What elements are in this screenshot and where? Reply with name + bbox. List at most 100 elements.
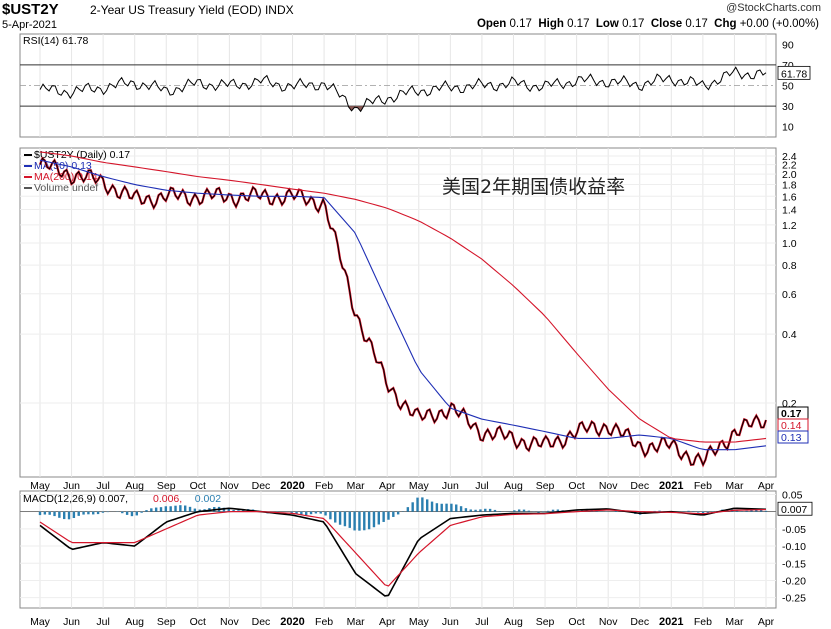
macd-hist-bar bbox=[551, 509, 555, 512]
x-tick-label: Oct bbox=[568, 616, 584, 628]
macd-hist-bar bbox=[517, 509, 521, 512]
price-series-1 bbox=[39, 159, 767, 451]
macd-hist-bar bbox=[43, 511, 47, 515]
x-tick-label: Feb bbox=[694, 616, 712, 628]
watermark: @StockCharts.com bbox=[726, 2, 821, 14]
price-y-tick: 1.2 bbox=[782, 220, 797, 232]
macd-hist-bar bbox=[493, 509, 497, 512]
x-tick-label: Sep bbox=[536, 480, 555, 492]
macd-hist-bar bbox=[198, 509, 201, 512]
macd-hist-bar bbox=[319, 511, 322, 514]
price-y-tick: 1.6 bbox=[782, 191, 797, 203]
macd-line-1 bbox=[39, 508, 767, 587]
macd-hist-bar bbox=[324, 511, 327, 516]
x-tick-label: Feb bbox=[694, 480, 712, 492]
macd-hist-bar bbox=[150, 508, 153, 512]
price-y-tick: 0.4 bbox=[782, 329, 797, 341]
macd-hist-bar bbox=[135, 511, 138, 516]
macd-hist-bar bbox=[455, 504, 458, 512]
macd-hist-bar bbox=[193, 508, 197, 512]
macd-hist-bar bbox=[479, 509, 482, 512]
x-tick-label: Oct bbox=[190, 616, 206, 628]
macd-legend-item: 0.006, bbox=[153, 493, 182, 505]
macd-hist-bar bbox=[300, 511, 303, 516]
chg-value: +0.00 (+0.00%) bbox=[739, 18, 819, 30]
macd-hist-bar bbox=[367, 511, 371, 530]
macd-hist-bar bbox=[406, 507, 410, 512]
macd-hist-bar bbox=[445, 503, 448, 512]
x-tick-label: Dec bbox=[630, 480, 649, 492]
macd-hist-bar bbox=[96, 511, 100, 515]
macd-hist-bar bbox=[72, 511, 76, 519]
rsi-y-tick: 90 bbox=[782, 39, 794, 51]
macd-hist-bar bbox=[387, 511, 390, 520]
rsi-line bbox=[39, 66, 767, 113]
x-tick-label: Mar bbox=[725, 480, 744, 492]
price-last-value: 0.13 bbox=[781, 432, 802, 444]
x-tick-label: May bbox=[409, 616, 430, 628]
macd-hist-bar bbox=[440, 503, 443, 512]
macd-hist-bar bbox=[348, 511, 351, 528]
macd-hist-bar bbox=[130, 511, 134, 517]
x-tick-label: Jul bbox=[475, 480, 488, 492]
macd-hist-bar bbox=[159, 507, 163, 512]
x-tick-label: Jun bbox=[442, 480, 459, 492]
macd-hist-bar bbox=[154, 507, 158, 512]
x-tick-label: Jul bbox=[96, 480, 109, 492]
macd-hist-bar bbox=[227, 508, 230, 512]
x-tick-label: Jun bbox=[63, 480, 80, 492]
macd-hist-bar bbox=[372, 511, 376, 528]
rsi-y-tick: 70 bbox=[782, 60, 794, 72]
macd-y-tick: -0.10 bbox=[782, 541, 806, 553]
x-tick-label: Apr bbox=[379, 480, 396, 492]
x-axis: May May Jun Jun Jul Jul Aug Aug Sep Sep Oct Oct Nov N… bbox=[30, 480, 775, 628]
macd-hist-bar bbox=[435, 503, 439, 512]
macd-hist-bar bbox=[87, 511, 90, 515]
open-label: Open bbox=[476, 18, 507, 30]
macd-hist-bar bbox=[329, 511, 332, 520]
macd-hist-bar bbox=[314, 511, 318, 514]
macd-line-0 bbox=[39, 507, 767, 597]
macd-hist-bar bbox=[513, 510, 516, 512]
macd-hist-bar bbox=[653, 510, 656, 512]
price-line-under bbox=[38, 156, 768, 468]
date-label: 5-Apr-2021 bbox=[2, 19, 58, 31]
x-tick-label: Mar bbox=[347, 480, 366, 492]
price-panel: 2.42.22.01.81.61.41.21.00.80.60.40.2$UST… bbox=[24, 149, 809, 468]
macd-hist-bar bbox=[290, 511, 293, 513]
chart-header: $UST2Y 2-Year US Treasury Yield (EOD) IN… bbox=[0, 0, 831, 34]
macd-hist-bar bbox=[430, 501, 434, 512]
macd-y-tick: -0.15 bbox=[782, 558, 806, 570]
x-tick-label: Aug bbox=[504, 616, 523, 628]
x-tick-label: 2020 bbox=[280, 616, 304, 628]
macd-hist-bar bbox=[53, 511, 56, 517]
x-tick-label: Apr bbox=[758, 480, 775, 492]
macd-y-tick: -0.25 bbox=[782, 593, 806, 605]
price-legend-item: $UST2Y (Daily) 0.17 bbox=[34, 149, 130, 161]
macd-hist-bar bbox=[222, 507, 226, 512]
macd-last-value: 0.007 bbox=[781, 504, 807, 516]
x-tick-label: Nov bbox=[220, 480, 239, 492]
macd-hist-bar bbox=[750, 509, 753, 512]
macd-hist-bar bbox=[580, 509, 584, 512]
macd-hist-bar bbox=[188, 506, 192, 512]
macd-hist-bar bbox=[759, 509, 763, 512]
x-tick-label: Jun bbox=[442, 616, 459, 628]
macd-hist-bar bbox=[484, 508, 487, 512]
grid-lines bbox=[20, 34, 776, 608]
x-tick-label: Sep bbox=[157, 480, 176, 492]
x-tick-label: Nov bbox=[599, 480, 618, 492]
price-y-tick: 0.6 bbox=[782, 289, 797, 301]
macd-hist-bar bbox=[77, 511, 80, 516]
macd-hist-bar bbox=[382, 511, 385, 522]
rsi-y-tick: 10 bbox=[782, 122, 794, 134]
macd-y-tick: 0.05 bbox=[782, 489, 803, 501]
macd-hist-bar bbox=[358, 511, 361, 531]
macd-hist-bar bbox=[764, 510, 768, 512]
macd-hist-bar bbox=[522, 509, 526, 512]
x-tick-label: Dec bbox=[630, 616, 649, 628]
x-tick-label: Sep bbox=[157, 616, 176, 628]
price-last-value: 0.17 bbox=[781, 408, 802, 420]
x-tick-label: Dec bbox=[252, 480, 271, 492]
macd-hist-bar bbox=[343, 511, 347, 527]
